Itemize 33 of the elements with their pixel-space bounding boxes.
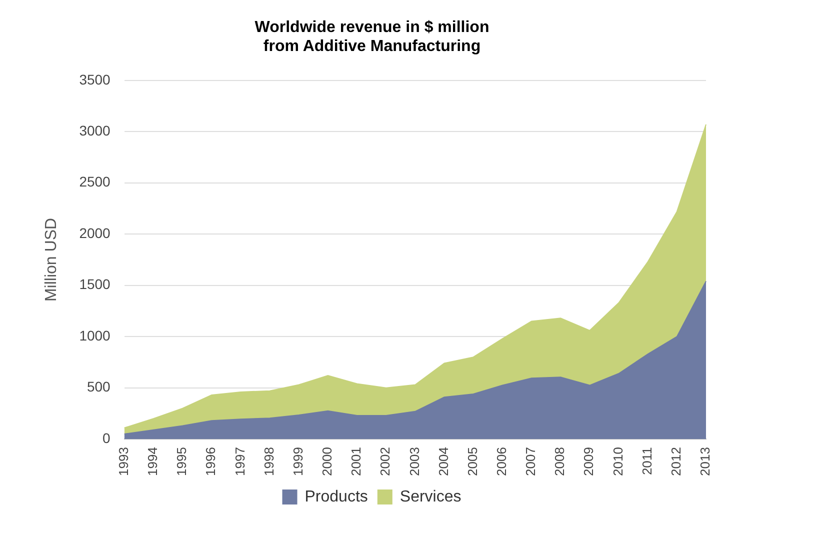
x-tick-label: 1994 bbox=[145, 447, 160, 476]
x-tick-label: 2011 bbox=[639, 447, 654, 476]
y-tick-label: 2500 bbox=[79, 174, 111, 190]
x-tick-label: 1997 bbox=[232, 447, 248, 476]
legend-label: Services bbox=[400, 488, 462, 506]
x-tick-label: 1999 bbox=[290, 447, 306, 476]
x-tick-label: 2012 bbox=[668, 447, 684, 476]
x-tick-label: 1993 bbox=[116, 447, 131, 476]
legend-label: Products bbox=[304, 488, 368, 506]
x-tick-label: 2002 bbox=[378, 447, 393, 476]
x-tick-label: 1998 bbox=[261, 447, 276, 476]
x-tick-label: 2006 bbox=[494, 447, 509, 476]
x-tick-label: 2008 bbox=[552, 447, 568, 476]
x-tick-label: 2007 bbox=[523, 447, 538, 476]
y-tick-label: 1000 bbox=[79, 327, 111, 344]
x-tick-label: 2010 bbox=[610, 447, 626, 476]
x-tick-label: 2005 bbox=[464, 447, 480, 476]
x-tick-label: 1995 bbox=[174, 447, 190, 476]
x-tick-label: 2001 bbox=[348, 447, 364, 476]
y-tick-label: 3000 bbox=[79, 122, 111, 138]
chart-title: Worldwide revenue in $ million from Additive Manufacturing bbox=[254, 19, 490, 56]
y-tick-label: 3500 bbox=[79, 71, 111, 88]
y-axis-title: Million USD bbox=[43, 218, 60, 302]
x-tick-label: 1996 bbox=[203, 447, 218, 476]
x-tick-label: 2000 bbox=[320, 447, 334, 476]
x-tick-label: 2004 bbox=[436, 447, 451, 476]
y-tick-label: 1500 bbox=[79, 276, 111, 292]
x-tick-label: 2003 bbox=[406, 447, 422, 476]
y-tick-label: 2000 bbox=[79, 224, 111, 241]
y-tick-label: 0 bbox=[102, 430, 111, 446]
y-tick-label: 500 bbox=[86, 378, 111, 395]
x-tick-label: 2009 bbox=[581, 447, 596, 476]
x-tick-label: 2013 bbox=[698, 447, 713, 476]
